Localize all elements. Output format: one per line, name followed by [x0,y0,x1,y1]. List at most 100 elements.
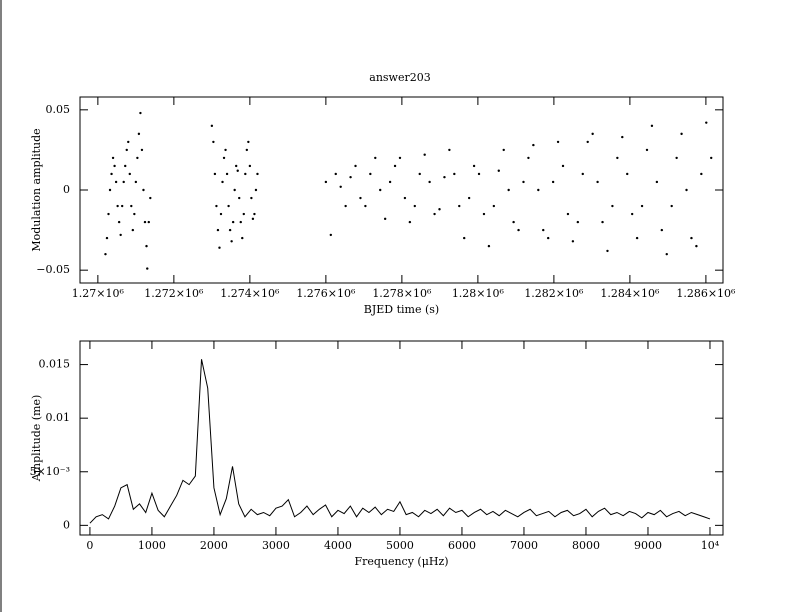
x-tick-label: 1.27×10⁶ [72,287,125,300]
x-tick-label: 1000 [138,539,166,552]
data-point [463,236,466,240]
data-point [359,196,362,200]
data-point [507,188,510,192]
data-point [344,204,347,208]
data-point [250,196,253,200]
x-tick-label: 1.284×10⁶ [600,287,660,300]
data-point [110,172,113,176]
data-point [210,124,214,128]
data-point [551,180,555,184]
x-tick-label: 1.274×10⁶ [220,287,280,300]
data-point [630,212,634,216]
x-tick-label: 7000 [510,539,538,552]
x-tick-label: 8000 [572,539,600,552]
x-tick-label: 6000 [448,539,476,552]
data-point [248,164,252,168]
data-point [238,196,241,200]
data-point [137,132,141,136]
data-point [497,169,500,172]
data-point [236,169,239,172]
data-point [487,244,491,248]
data-point [125,148,128,152]
data-point [546,236,550,240]
x-axis-label: Frequency (μHz) [354,555,448,568]
data-point [253,212,256,216]
data-point [247,140,250,144]
y-tick-label: 0.015 [39,358,71,371]
data-point [145,244,148,248]
data-point [448,148,451,152]
chart-title: answer203 [369,71,430,84]
data-point [127,140,130,144]
data-point [571,240,575,243]
data-point [690,236,693,240]
data-point [705,121,708,124]
data-point [139,111,142,115]
y-tick-label: 0.05 [46,103,71,116]
data-point [537,188,540,192]
x-tick-label: 2000 [200,539,228,552]
data-point [107,212,110,216]
data-point [626,172,629,176]
data-point [218,246,221,249]
data-point [645,148,649,152]
data-point [369,172,372,176]
y-axis-label: Modulation amplitude [30,128,43,251]
y-tick-label: 0 [63,518,70,531]
data-point [388,180,392,184]
data-point [596,180,599,184]
data-point [398,156,402,160]
x-tick-label: 3000 [262,539,290,552]
data-point [660,228,664,232]
data-point [433,212,436,216]
data-point [116,204,119,208]
data-point [324,180,328,184]
data-point [423,153,426,156]
x-tick-label: 9000 [634,539,662,552]
data-point [239,220,242,224]
data-point [685,188,688,192]
data-point [379,188,382,192]
x-tick-label: 10⁴ [701,539,720,552]
data-point [522,180,525,184]
data-point [224,148,227,152]
x-tick-label: 5000 [386,539,414,552]
data-point [241,236,244,240]
data-point [458,204,461,208]
data-point [244,172,247,176]
data-point [532,143,535,147]
data-point [234,164,238,168]
data-point [710,156,713,160]
data-point [527,156,530,160]
data-point [354,164,357,168]
data-point [640,204,644,208]
data-point [542,228,545,232]
data-point [230,240,233,243]
data-point [329,233,333,237]
x-axis-label: BJED time (s) [364,303,439,316]
data-point [586,140,589,144]
data-point [128,172,131,176]
data-point [606,249,609,253]
plot-frame [79,340,724,536]
data-point [245,148,249,152]
data-point [680,132,683,136]
data-point [130,204,133,208]
data-point [254,188,258,192]
data-point [581,172,584,176]
data-point [611,204,614,208]
data-point [408,220,412,224]
data-point [111,156,115,160]
data-point [225,172,229,176]
data-point [561,164,565,168]
data-point [147,220,150,224]
data-point [131,228,135,232]
data-point [122,180,125,184]
data-point [492,204,496,208]
y-tick-label: 0.01 [46,411,71,424]
data-point [216,228,220,232]
data-point [113,164,116,168]
x-tick-label: 1.28×10⁶ [452,287,505,300]
data-point [438,208,441,211]
data-point [242,212,245,216]
